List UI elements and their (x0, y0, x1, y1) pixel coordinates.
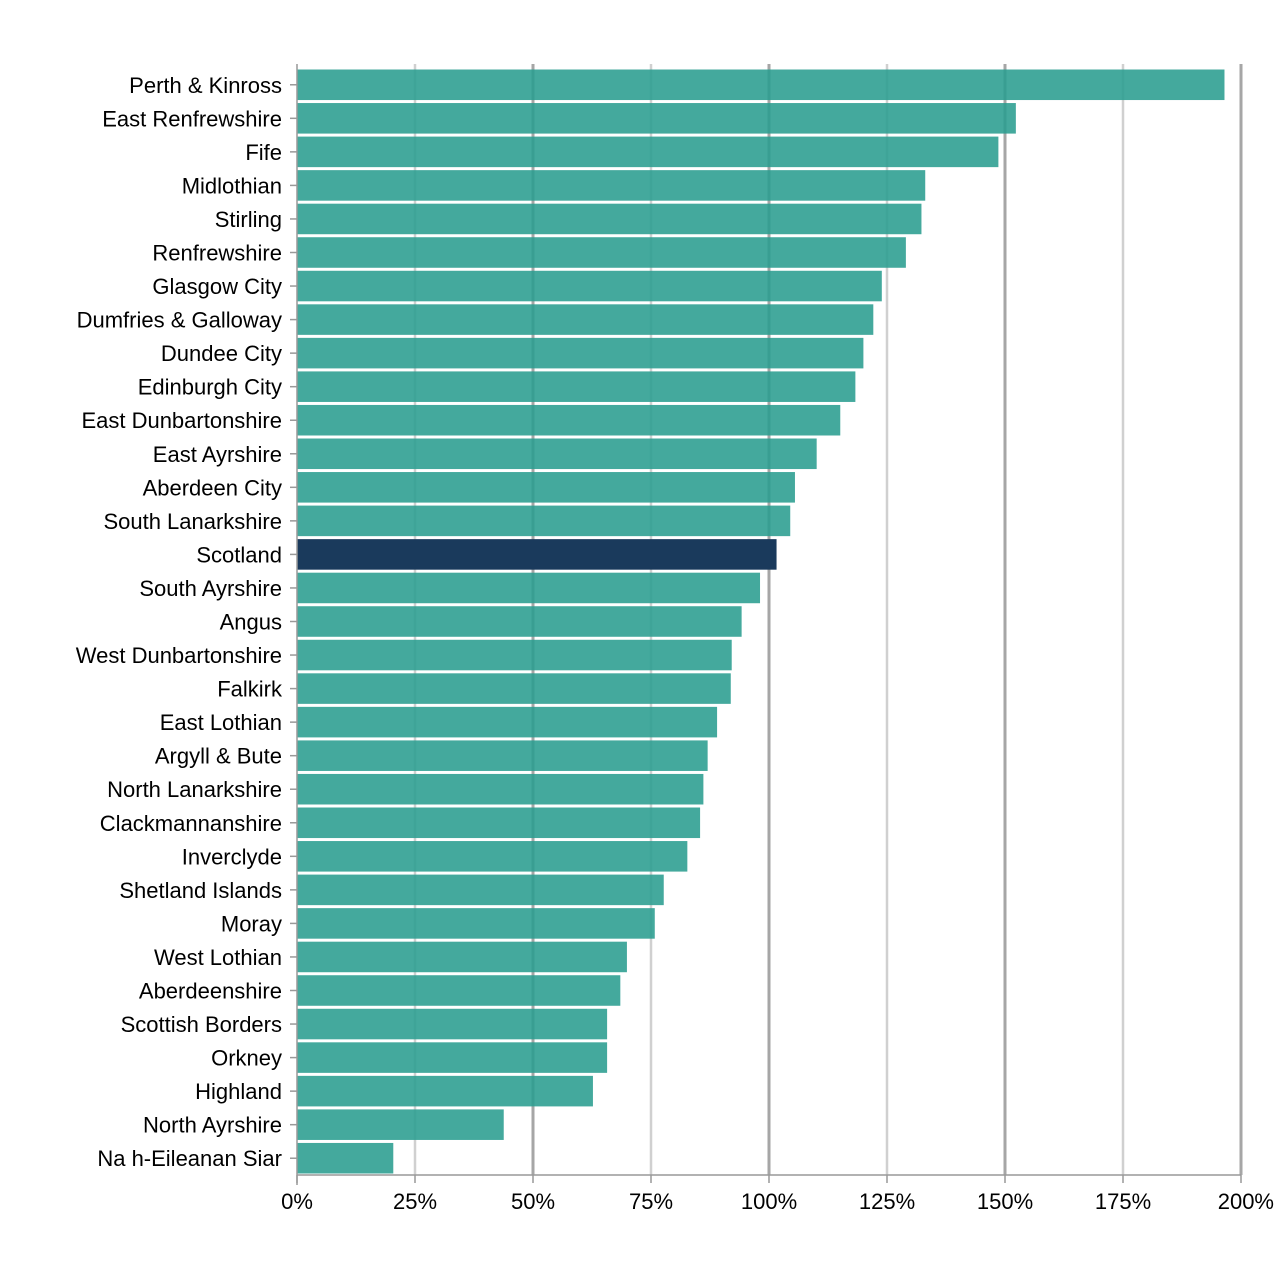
x-tick-label-75: 75% (629, 1189, 673, 1214)
bar-perth-kinross (297, 69, 1225, 101)
category-label: North Ayrshire (143, 1113, 282, 1138)
bar-south-ayrshire (297, 572, 761, 604)
bar-highland (297, 1075, 593, 1107)
axes (290, 64, 1242, 1185)
category-label: South Lanarkshire (103, 509, 282, 534)
bar-west-lothian (297, 941, 627, 973)
category-label: Fife (245, 140, 282, 165)
bar-west-dunbartonshire (297, 639, 732, 671)
bar-south-lanarkshire (297, 505, 791, 537)
category-labels: Perth & Kinross East Renfrewshire Fife Midl… (76, 73, 283, 1171)
bar-fife (297, 136, 999, 168)
x-tick-label-125: 125% (859, 1189, 915, 1214)
category-label: East Lothian (160, 710, 282, 735)
category-label: East Dunbartonshire (81, 408, 282, 433)
category-label: Angus (220, 610, 282, 635)
bar-renfrewshire (297, 237, 906, 268)
x-tick-label-25: 25% (393, 1189, 437, 1214)
bar-na-h-eileanan-siar (297, 1142, 394, 1174)
bar-moray (297, 908, 655, 939)
category-label: South Ayrshire (139, 576, 282, 601)
category-label: Highland (195, 1079, 282, 1104)
bar-shetland-islands (297, 874, 664, 906)
category-label: North Lanarkshire (107, 777, 282, 802)
bar-midlothian (297, 170, 926, 201)
category-label: West Lothian (154, 945, 282, 970)
category-label: Scottish Borders (121, 1012, 282, 1037)
bar-falkirk (297, 673, 731, 704)
bar-orkney (297, 1042, 608, 1073)
category-label: Dumfries & Galloway (77, 308, 282, 333)
category-label: East Ayrshire (153, 442, 282, 467)
category-label: Aberdeen City (143, 475, 282, 500)
category-label: Shetland Islands (119, 878, 282, 903)
bars (297, 69, 1225, 1174)
bar-argyll-bute (297, 740, 708, 771)
category-label: Perth & Kinross (129, 73, 282, 98)
x-tick-label-150: 150% (977, 1189, 1033, 1214)
category-label: Aberdeenshire (139, 979, 282, 1004)
category-label: Orkney (211, 1046, 282, 1071)
category-label: East Renfrewshire (102, 106, 282, 131)
bar-angus (297, 606, 742, 637)
x-tick-labels: 0% 25% 50% 75% 100% 125% 150% 175% 200% (281, 1189, 1274, 1214)
bar-east-ayrshire (297, 438, 817, 470)
category-label: Inverclyde (182, 844, 282, 869)
category-label: Dundee City (161, 341, 282, 366)
category-label: Renfrewshire (152, 241, 282, 266)
category-label: Argyll & Bute (155, 744, 282, 769)
bar-inverclyde (297, 841, 688, 872)
bar-east-renfrewshire (297, 103, 1016, 134)
x-tick-label-50: 50% (511, 1189, 555, 1214)
category-label: Moray (221, 911, 282, 936)
category-label: Scotland (196, 542, 282, 567)
bar-clackmannanshire (297, 807, 701, 839)
bar-aberdeen-city (297, 472, 795, 503)
bar-edinburgh-city (297, 371, 856, 402)
bar-aberdeenshire (297, 975, 621, 1006)
bar-dumfries-galloway (297, 304, 874, 335)
bar-scottish-borders (297, 1008, 608, 1040)
bar-east-lothian (297, 706, 718, 738)
category-label: Midlothian (182, 173, 282, 198)
bar-stirling (297, 203, 922, 235)
category-label: Na h-Eileanan Siar (97, 1146, 282, 1171)
category-label: Stirling (215, 207, 282, 232)
x-tick-label-100: 100% (741, 1189, 797, 1214)
bar-north-ayrshire (297, 1109, 504, 1140)
x-tick-label-200: 200% (1218, 1189, 1274, 1214)
bar-scotland (297, 539, 777, 570)
category-label: Falkirk (217, 677, 283, 702)
category-label: Clackmannanshire (100, 811, 282, 836)
category-label: West Dunbartonshire (76, 643, 282, 668)
bar-dundee-city (297, 337, 864, 369)
bar-north-lanarkshire (297, 773, 704, 805)
bar-glasgow-city (297, 270, 882, 302)
bar-east-dunbartonshire (297, 404, 841, 436)
x-tick-label-0: 0% (281, 1189, 313, 1214)
category-label: Glasgow City (152, 274, 282, 299)
x-tick-label-175: 175% (1095, 1189, 1151, 1214)
category-label: Edinburgh City (138, 375, 282, 400)
